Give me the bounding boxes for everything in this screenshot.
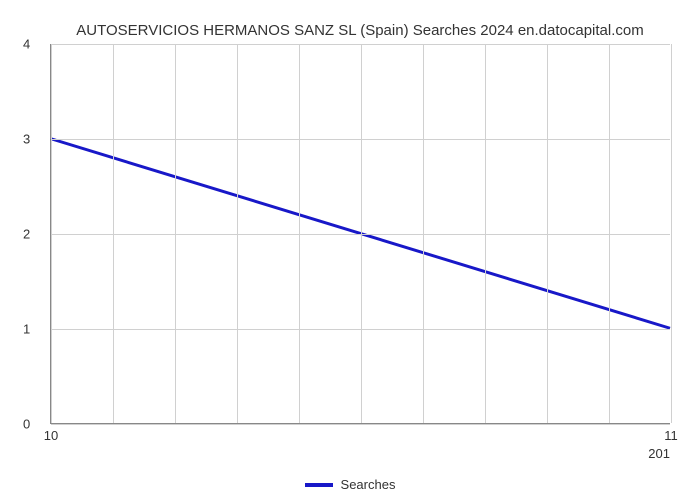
grid-horizontal (51, 139, 670, 140)
legend: Searches (0, 474, 700, 493)
grid-horizontal (51, 424, 670, 425)
plot-area: 012341011201 (50, 44, 670, 424)
legend-item-searches: Searches (305, 477, 396, 492)
grid-horizontal (51, 329, 670, 330)
y-tick-label: 1 (23, 322, 30, 337)
legend-label: Searches (341, 477, 396, 492)
grid-vertical (671, 44, 672, 423)
y-tick-label: 2 (23, 227, 30, 242)
legend-swatch (305, 483, 333, 487)
y-tick-label: 0 (23, 417, 30, 432)
x-extra-label: 201 (648, 446, 670, 461)
y-tick-label: 3 (23, 132, 30, 147)
x-tick-label: 11 (664, 428, 678, 443)
grid-horizontal (51, 44, 670, 45)
x-tick-label: 10 (44, 428, 58, 443)
chart-container: AUTOSERVICIOS HERMANOS SANZ SL (Spain) S… (50, 10, 670, 440)
chart-title: AUTOSERVICIOS HERMANOS SANZ SL (Spain) S… (50, 22, 670, 39)
y-tick-label: 4 (23, 37, 30, 52)
grid-horizontal (51, 234, 670, 235)
